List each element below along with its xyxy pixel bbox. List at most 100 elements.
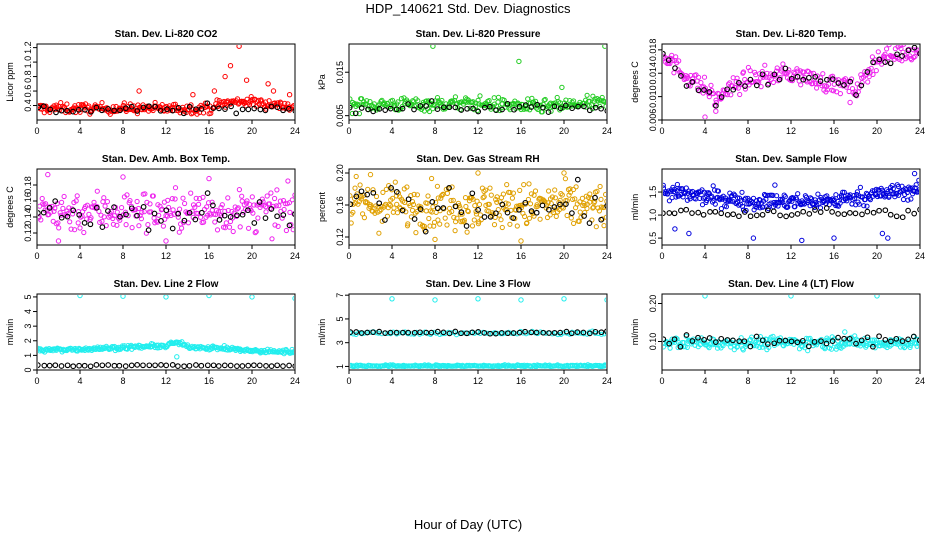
x-tick-label: 20 (872, 251, 882, 261)
outlier-point (389, 296, 395, 302)
data-point (364, 191, 371, 198)
data-point (865, 79, 871, 85)
data-point (129, 225, 135, 231)
data-point (514, 223, 520, 229)
data-point (812, 207, 818, 213)
data-point (465, 208, 471, 215)
data-point (88, 215, 94, 221)
data-point (864, 69, 871, 75)
data-point (219, 202, 225, 208)
data-point (782, 194, 788, 200)
data-point (805, 343, 812, 350)
data-point (235, 205, 241, 211)
data-point (370, 329, 376, 336)
data-point (434, 328, 441, 335)
data-point (474, 107, 480, 114)
data-point (782, 65, 789, 72)
data-point (93, 104, 100, 111)
data-point (889, 182, 895, 189)
data-point (285, 101, 291, 107)
outlier-point (885, 235, 891, 241)
data-point (177, 206, 183, 212)
data-point (87, 221, 94, 228)
data-point (870, 209, 877, 216)
x-tick-label: 24 (602, 376, 612, 386)
data-point (70, 207, 77, 214)
y-tick-label: 3 (23, 324, 33, 329)
data-point (101, 195, 107, 201)
data-point (41, 362, 48, 369)
data-point (917, 340, 919, 346)
data-point (70, 211, 76, 217)
data-point (222, 106, 228, 112)
y-axis-label: ml/min (5, 319, 15, 346)
points (38, 295, 294, 369)
x-tick-label: 16 (829, 126, 839, 136)
data-point (828, 346, 835, 352)
data-point (422, 228, 429, 235)
data-point (522, 328, 528, 335)
data-point (672, 65, 678, 71)
data-point (52, 205, 58, 211)
panel-6: Stan. Dev. Sample Flow 0 4 8 12 16 20 24 0.5 1.0 1… (630, 154, 925, 261)
data-point (759, 211, 766, 218)
data-point (391, 205, 397, 211)
data-point (417, 103, 424, 109)
data-point (545, 109, 552, 115)
outlier-point (227, 62, 234, 69)
x-tick-label: 12 (473, 126, 483, 136)
data-point (671, 336, 678, 343)
data-point (38, 210, 41, 216)
data-point (431, 219, 438, 225)
data-point (713, 97, 719, 103)
data-point (683, 185, 689, 191)
data-point (425, 98, 432, 104)
data-point (683, 332, 690, 338)
data-point (780, 61, 786, 67)
data-point (38, 104, 42, 111)
data-point (747, 68, 753, 74)
data-point (601, 223, 606, 229)
y-tick-label: 0.5 (648, 232, 658, 245)
series-hourly (350, 98, 606, 117)
data-point (451, 214, 457, 220)
x-tick-label: 8 (432, 376, 437, 386)
data-point (426, 108, 433, 115)
data-point (899, 214, 906, 221)
x-tick-label: 4 (77, 251, 82, 261)
x-tick-label: 0 (659, 126, 664, 136)
data-point (358, 188, 365, 195)
data-point (426, 215, 432, 222)
data-point (403, 209, 409, 215)
data-point (77, 225, 83, 231)
data-point (150, 193, 156, 199)
data-point (493, 210, 499, 217)
data-point (707, 209, 713, 215)
data-point (709, 193, 715, 199)
data-point (204, 362, 211, 369)
data-point (794, 73, 801, 80)
data-point (46, 362, 53, 369)
x-tick-label: 24 (290, 251, 300, 261)
data-point (292, 192, 294, 198)
data-point (373, 193, 380, 200)
y-tick-label: 0.12 (335, 228, 345, 246)
data-point (373, 330, 379, 336)
data-point (673, 54, 679, 60)
data-point (357, 182, 363, 188)
data-point (504, 182, 510, 188)
data-point (266, 98, 272, 104)
data-point (250, 210, 256, 216)
series-minute (350, 45, 606, 117)
data-point (569, 210, 575, 216)
data-point (493, 107, 499, 114)
data-point (783, 213, 789, 220)
data-point (676, 58, 682, 64)
x-tick-label: 8 (745, 251, 750, 261)
data-point (423, 208, 429, 214)
data-point (603, 103, 606, 109)
data-point (741, 338, 748, 345)
data-point (718, 94, 725, 100)
data-point (128, 362, 135, 369)
